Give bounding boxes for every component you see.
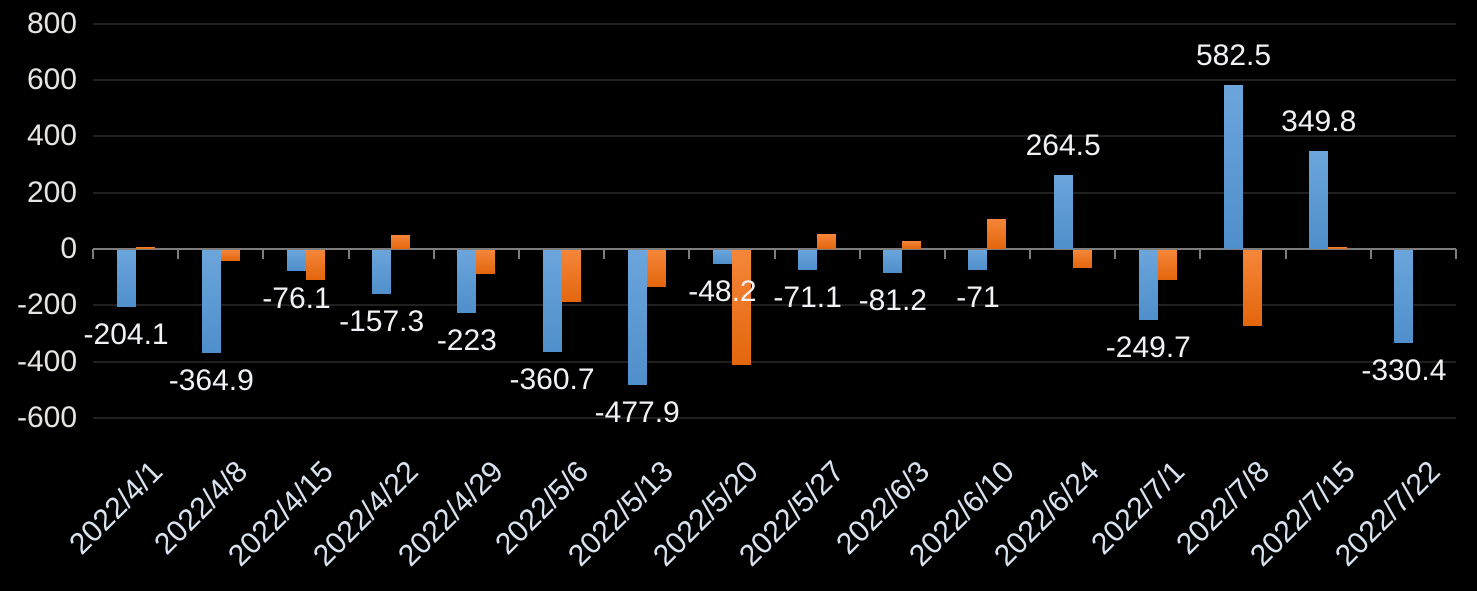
x-axis-tick [1029, 249, 1032, 259]
x-axis-tick [1369, 249, 1372, 259]
bar-orange-2022/4/15 [305, 250, 325, 280]
x-axis-tick [1284, 249, 1287, 259]
y-axis-tick-label: 200 [26, 175, 77, 209]
bar-blue-2022/4/1 [116, 250, 136, 308]
bar-orange-2022/4/29 [476, 250, 496, 274]
y-axis-tick-label: 600 [26, 63, 77, 97]
x-axis-tick [432, 249, 435, 259]
x-axis-tick [517, 249, 520, 259]
bar-blue-2022/7/22 [1394, 250, 1414, 343]
bar-orange-2022/6/3 [902, 240, 922, 249]
x-axis-tick [92, 249, 94, 259]
gridline--200 [93, 304, 1456, 307]
bar-blue-2022/4/29 [457, 250, 477, 313]
data-label-2022/4/1: -204.1 [83, 318, 169, 352]
x-axis-tick [177, 249, 180, 259]
x-axis-tick [347, 249, 350, 259]
gridline--400 [93, 360, 1456, 363]
gridline--600 [93, 416, 1456, 419]
bar-blue-2022/6/10 [968, 250, 988, 270]
bar-orange-2022/6/10 [987, 219, 1007, 249]
data-label-2022/6/24: 264.5 [1025, 128, 1101, 162]
bar-blue-2022/7/15 [1309, 150, 1329, 249]
y-axis-tick-label: 800 [26, 6, 77, 40]
data-label-2022/5/13: -477.9 [594, 395, 680, 429]
bar-orange-2022/5/13 [646, 250, 666, 287]
bar-orange-2022/6/24 [1072, 250, 1092, 269]
data-label-2022/5/27: -71.1 [773, 281, 842, 314]
bar-blue-2022/4/22 [372, 250, 392, 295]
bar-blue-2022/5/6 [542, 250, 562, 352]
bar-blue-2022/4/8 [201, 250, 221, 353]
y-axis-tick-label: -200 [16, 288, 77, 322]
data-label-2022/6/3: -81.2 [858, 283, 927, 317]
x-axis-tick [688, 249, 691, 259]
bar-orange-2022/4/1 [135, 246, 155, 249]
bar-orange-2022/5/20 [731, 250, 751, 366]
bar-blue-2022/5/13 [627, 250, 647, 385]
bar-blue-2022/5/20 [712, 250, 732, 264]
x-axis-tick [1455, 249, 1457, 259]
bar-blue-2022/6/3 [883, 250, 903, 273]
bar-orange-2022/4/8 [220, 250, 240, 261]
x-axis-tick [858, 249, 861, 259]
data-label-2022/5/6: -360.7 [509, 362, 595, 396]
data-label-2022/5/20: -48.2 [688, 274, 757, 308]
x-axis-tick [773, 249, 776, 259]
bar-orange-2022/5/27 [817, 234, 837, 249]
bar-orange-2022/7/15 [1328, 246, 1348, 249]
bar-blue-2022/5/27 [798, 250, 818, 270]
data-label-2022/4/8: -364.9 [168, 363, 254, 397]
data-label-2022/4/22: -157.3 [339, 305, 425, 339]
gridline-600 [93, 79, 1456, 82]
bar-blue-2022/6/24 [1053, 174, 1073, 249]
x-axis-tick [603, 249, 606, 259]
data-label-2022/6/10: -71 [956, 280, 1000, 314]
gridline-400 [93, 135, 1456, 138]
x-axis-tick [262, 249, 265, 259]
y-axis-tick-label: -400 [16, 344, 77, 378]
data-label-2022/7/8: 582.5 [1195, 39, 1272, 73]
bar-orange-2022/4/22 [391, 235, 411, 249]
data-label-2022/4/29: -223 [436, 323, 497, 357]
x-axis-tick [1199, 249, 1202, 259]
bar-blue-2022/4/15 [286, 250, 306, 272]
data-label-2022/7/15: 349.8 [1281, 104, 1357, 138]
x-axis-tick [1114, 249, 1117, 259]
y-axis-tick-label: -600 [16, 400, 77, 434]
data-label-2022/7/22: -330.4 [1361, 354, 1447, 387]
y-axis-tick-label: 400 [26, 119, 77, 153]
y-axis-tick-label: 0 [60, 232, 77, 265]
bar-blue-2022/7/1 [1138, 250, 1158, 321]
x-axis-tick [943, 249, 946, 259]
data-label-2022/7/1: -249.7 [1105, 331, 1191, 365]
bar-orange-2022/5/6 [561, 250, 581, 303]
gridline-800 [93, 22, 1456, 25]
bar-orange-2022/7/1 [1157, 250, 1177, 280]
bar-orange-2022/7/8 [1243, 250, 1263, 326]
gridline-200 [93, 191, 1456, 194]
data-label-2022/4/15: -76.1 [262, 282, 331, 316]
bar-blue-2022/7/8 [1224, 85, 1244, 249]
x-axis-label-2022/4/1: 2022/4/1 [63, 455, 169, 561]
x-axis-label-2022/7/1: 2022/7/1 [1085, 455, 1192, 561]
